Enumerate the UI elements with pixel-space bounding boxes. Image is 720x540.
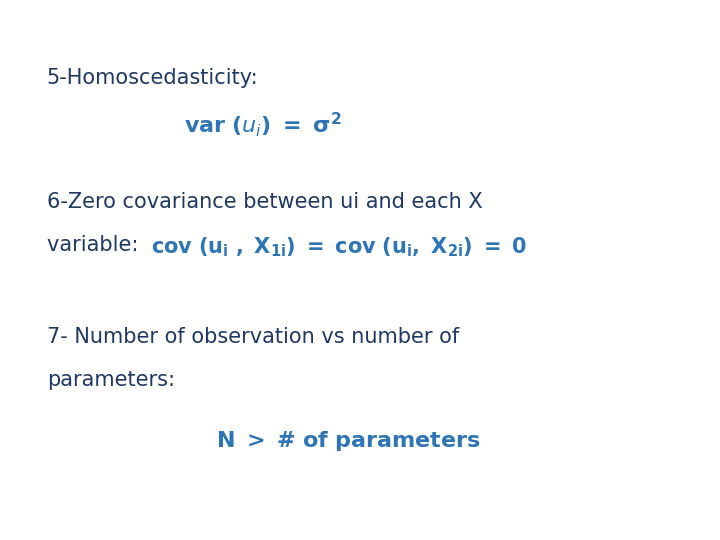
Text: $\mathbf{cov\ (u_i\ ,\ X_{1i})\ =\ cov\ (u_i,\ X_{2i})\ =\ 0}$: $\mathbf{cov\ (u_i\ ,\ X_{1i})\ =\ cov\ … — [151, 235, 527, 259]
Text: $\mathbf{N\ >\ \#\ of\ parameters}$: $\mathbf{N\ >\ \#\ of\ parameters}$ — [216, 429, 480, 453]
Text: $\mathbf{var\ (\mathit{u_i})\ =\ \sigma^2}$: $\mathbf{var\ (\mathit{u_i})\ =\ \sigma^… — [184, 111, 341, 139]
Text: 5-Homoscedasticity:: 5-Homoscedasticity: — [47, 68, 258, 87]
Text: 6-Zero covariance between ui and each X: 6-Zero covariance between ui and each X — [47, 192, 482, 212]
Text: variable:: variable: — [47, 235, 158, 255]
Text: 7- Number of observation vs number of: 7- Number of observation vs number of — [47, 327, 459, 347]
Text: parameters:: parameters: — [47, 370, 175, 390]
